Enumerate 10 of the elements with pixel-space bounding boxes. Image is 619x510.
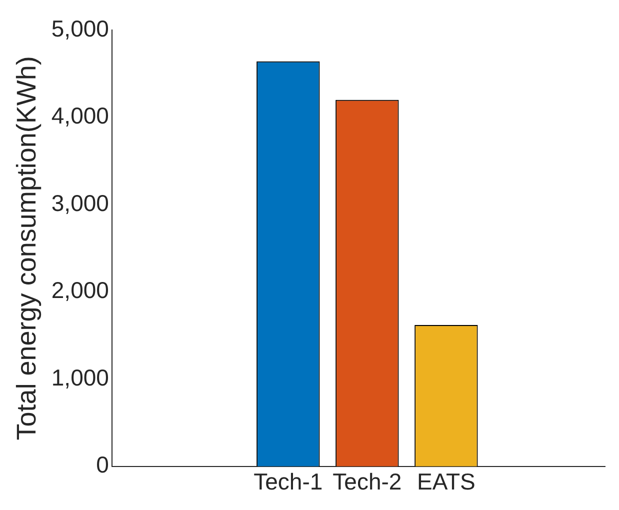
y-tick-label: 0	[96, 452, 109, 478]
x-tick-label: Tech-2	[332, 468, 402, 495]
y-tick-label: 2,000	[51, 277, 109, 304]
y-tick-label: 4,000	[51, 102, 109, 129]
y-tick-label: 1,000	[51, 364, 109, 390]
y-tick-label: 5,000	[51, 15, 109, 42]
y-tick-label: 3,000	[51, 190, 109, 216]
x-tick-label: Tech-1	[254, 468, 323, 495]
x-tick-label: EATS	[416, 468, 476, 495]
y-axis-title: Total energy consumption(KWh)	[12, 56, 42, 440]
